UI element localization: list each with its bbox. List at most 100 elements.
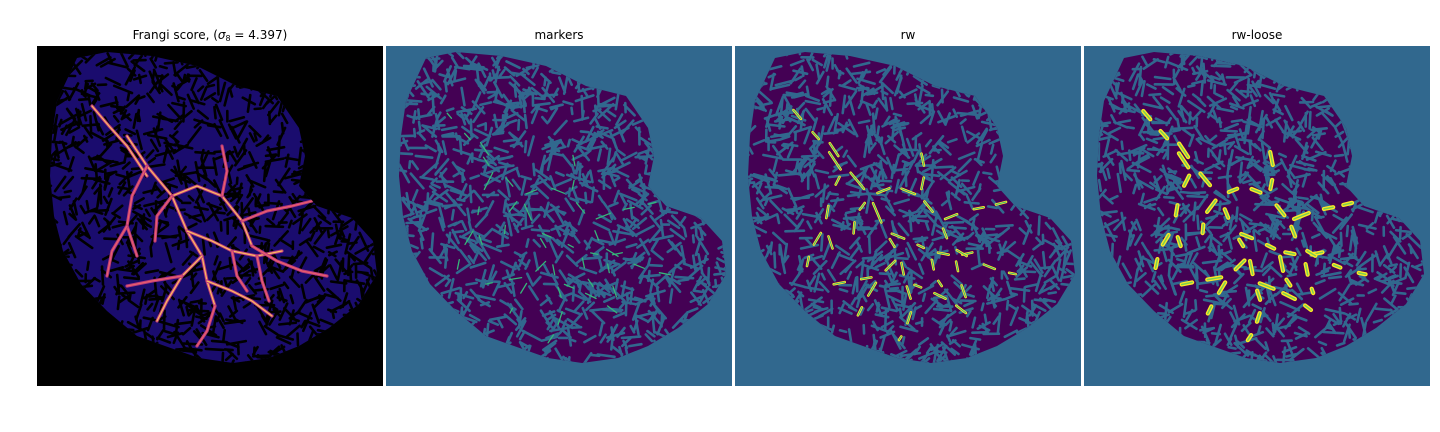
vessel-segment xyxy=(572,154,576,167)
vessel-segment-core xyxy=(1183,174,1190,187)
vessel-segment-core xyxy=(933,292,946,300)
panel-title-rw: rw xyxy=(900,28,916,42)
vessel-segment xyxy=(482,156,490,166)
vessel-segment-core xyxy=(1240,233,1253,239)
vessel-segment-core xyxy=(872,202,882,223)
vessel-segment-core xyxy=(813,232,822,245)
vessel-core xyxy=(154,195,173,242)
vessel-segment-core xyxy=(1275,204,1286,217)
vessel-segment-core xyxy=(914,284,922,288)
vessel-segment-core xyxy=(931,259,935,270)
vessel-segment xyxy=(594,230,600,241)
vessel-segment xyxy=(503,224,506,235)
vessel-segment xyxy=(477,206,480,216)
vessel-segment-core xyxy=(1269,179,1273,190)
vessel-segment-core xyxy=(806,256,810,267)
vessel-segment-core xyxy=(828,151,842,170)
vessel-segment xyxy=(551,187,565,194)
vessel-segment-core xyxy=(1250,188,1262,194)
vessel-segment xyxy=(563,283,575,289)
vessel-segment-core xyxy=(944,213,958,220)
vessel-segment-core xyxy=(1223,208,1230,219)
vessel-segment xyxy=(557,286,562,298)
vessel-segment-core xyxy=(1008,272,1017,275)
vessel-segment-core xyxy=(1323,206,1334,210)
vessel-segment-core xyxy=(1333,264,1342,269)
vessel-overlay xyxy=(1141,108,1368,343)
vessel-segment-core xyxy=(1162,234,1170,246)
vessel-overlay xyxy=(446,112,672,344)
vessel-segment-core xyxy=(828,235,833,249)
vessel-core xyxy=(156,255,203,322)
panel-title-rw-loose: rw-loose xyxy=(1231,28,1283,42)
vessel-segment-core xyxy=(1258,282,1275,290)
vessel-segment xyxy=(606,305,618,314)
vessel-segment xyxy=(541,232,552,238)
vessel-segment-core xyxy=(1238,238,1244,247)
vessel-core xyxy=(221,145,228,197)
vessel-segment-core xyxy=(1142,110,1152,121)
panel-title-frangi: Frangi score, (σ8 = 4.397) xyxy=(132,28,288,43)
vessel-segment-core xyxy=(1154,258,1159,269)
vessel-segment xyxy=(606,263,610,274)
panel-rw xyxy=(735,46,1081,386)
vessel-segment-core xyxy=(1282,292,1296,300)
vessel-segment-core xyxy=(812,131,820,140)
vessel-segment xyxy=(595,212,612,220)
vessel-segment xyxy=(623,206,635,211)
vessel-segment xyxy=(633,263,645,269)
vessel-segment xyxy=(525,189,538,195)
vessel-segment-core xyxy=(906,286,912,300)
markers-image xyxy=(386,46,732,386)
vessel-segment-core xyxy=(1199,172,1211,186)
vessel-segment-core xyxy=(853,221,855,234)
vessel-segment-core xyxy=(937,280,943,287)
vessel-segment-core xyxy=(956,249,968,257)
vessel-segment xyxy=(648,201,657,205)
vessel-segment xyxy=(612,285,618,298)
vessel-segment-core xyxy=(907,311,912,324)
vessel-segment-core xyxy=(917,244,925,249)
vessel-segment xyxy=(464,230,474,246)
vessel-segment-core xyxy=(1306,250,1317,257)
vessel-segment-core xyxy=(860,276,872,280)
vessel-segment-core xyxy=(1176,236,1182,247)
vessel-segment-core xyxy=(825,205,829,219)
vessel-segment-core xyxy=(1249,260,1254,275)
vessel-segment xyxy=(557,311,563,326)
vessel-segment xyxy=(485,282,493,285)
vessel-segment xyxy=(581,257,586,269)
vessel-segment-core xyxy=(850,172,865,190)
vessel-segment-core xyxy=(835,176,840,186)
vessel-overlay xyxy=(90,104,329,348)
vessel-segment-core xyxy=(1180,281,1193,286)
vessel-segment xyxy=(590,252,599,256)
vessel-segment-core xyxy=(1228,187,1238,193)
panel-frangi xyxy=(37,46,383,386)
vessel-overlay xyxy=(792,108,1017,342)
vessel-core xyxy=(231,250,248,292)
panel-markers xyxy=(386,46,732,386)
vessel-core xyxy=(196,305,216,347)
vessel-segment-core xyxy=(1310,287,1314,294)
vessel-segment-core xyxy=(937,252,950,256)
vessel-segment-core xyxy=(859,202,866,211)
vessel-segment xyxy=(523,203,532,221)
vessel-segment-core xyxy=(793,109,802,120)
vessel-segment-core xyxy=(889,238,895,248)
vessel-segment-core xyxy=(1357,272,1367,276)
vessel-segment-core xyxy=(1201,223,1205,234)
vessel-segment xyxy=(508,276,523,281)
vessel-segment-core xyxy=(885,260,896,271)
vessel-segment xyxy=(539,237,547,249)
panel-rw-loose xyxy=(1084,46,1430,386)
vessel-segment-core xyxy=(829,142,839,157)
vessel-segment-core xyxy=(1304,304,1312,311)
vessel-segment xyxy=(605,248,619,257)
vessel-segment-core xyxy=(983,264,996,270)
rw-image xyxy=(735,46,1081,386)
vessel-segment xyxy=(508,200,518,212)
vessel-segment-core xyxy=(1269,151,1274,166)
vessel-segment-core xyxy=(995,201,1007,205)
